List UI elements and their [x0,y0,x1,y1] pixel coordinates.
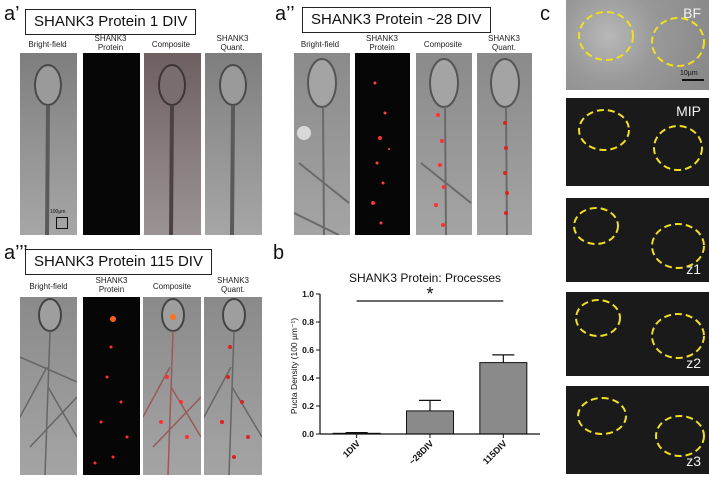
panel-a1-brightfield-image: 100µm [20,53,77,235]
composite-soma-drawing [158,64,186,235]
significance-star: * [426,284,433,304]
panel-a3-col-label-3: Composite [152,282,192,291]
panel-a2-brightfield-image [294,53,350,235]
panel-a2-composite-image [416,53,472,235]
chart-y-axis-label: Pucta Density (100 µm⁻¹) [289,318,299,414]
neuron-28div-drawing [294,58,350,235]
panel-a3-quant-image [204,297,262,475]
y-tick-label-3: 0.6 [302,345,314,355]
protein-puncta-115div [93,316,129,465]
y-tick-label-0: 0.0 [302,429,314,439]
panel-a2-col-label-2: SHANK3 Protein [365,34,398,52]
panel-a3-brightfield-image [20,297,77,475]
y-tick-label-2: 0.4 [302,373,314,383]
panel-a1-col-label-1: Bright-field [28,40,67,49]
panel-a1-protein-image [83,53,140,235]
panel-c-scale-label: 10µm [680,70,698,77]
panel-c-tag-z3: z3 [686,453,701,469]
bar-chart: SHANK3 Protein: Processes Pucta Density … [289,271,540,467]
panel-c-mip-image: MIP [566,98,709,186]
chart-title: SHANK3 Protein: Processes [349,271,501,285]
panel-a2-title: SHANK3 Protein ~28 DIV [302,7,491,33]
panel-c-z3-image: z3 [566,386,709,474]
bf-rois [578,11,705,81]
panel-a1-composite-image [144,53,201,235]
neuron-115div-drawing [20,298,77,475]
composite-115div-drawing [143,298,201,475]
quant-28div-drawing [490,58,520,235]
panel-a1-col-label-3: Composite [151,40,191,49]
panel-a2-col-label-3: Composite [423,40,463,49]
y-tick-label-1: 0.2 [302,401,314,411]
y-tick-label-4: 0.8 [302,317,314,327]
panel-a1-col-label-4: SHANK3 Quant. [216,34,249,52]
panel-a1-label: a’ [4,3,20,25]
panel-c-z1-image: z1 [566,198,709,282]
quant-115div-drawing [204,298,262,475]
quant-soma-drawing [219,64,247,235]
panel-a3-col-label-4: SHANK3 Quant. [216,276,249,294]
neuron-soma-drawing [34,64,62,235]
panel-a1-scale-label: 100µm [50,209,66,215]
z3-rois [577,397,705,457]
panel-c-tag-z1: z1 [686,261,701,277]
panel-a3-composite-image [143,297,201,475]
z2-rois [575,299,705,359]
panel-a1-quant-image [205,53,262,235]
panel-c-tag-mip: MIP [676,103,701,119]
panel-a1-col-label-2: SHANK3 Protein [94,34,127,52]
z1-rois [573,207,705,269]
panel-c-z2-image: z2 [566,292,709,376]
bar-115DIV [479,362,528,435]
y-tick-label-5: 1.0 [302,289,314,299]
panel-a3-col-label-1: Bright-field [29,282,68,291]
x-tick-label-1DIV: 1DIV [341,438,362,459]
bar-~28DIV [406,410,454,435]
panel-a2-col-label-1: Bright-field [300,40,340,49]
composite-28div-drawing [420,58,472,235]
protein-puncta-28div [371,81,390,225]
x-tick-label-115DIV: 115DIV [481,438,509,466]
panel-a3-title: SHANK3 Protein 115 DIV [25,249,212,275]
panel-a3-label: a’’’ [4,242,28,264]
panel-c-label: c [540,3,550,25]
panel-a2-col-label-4: SHANK3 Quant. [487,34,520,52]
panel-a1-title: SHANK3 Protein 1 DIV [25,9,197,35]
scale-box [56,217,68,229]
panel-b-label: b [273,242,285,264]
panel-c-tag-z2: z2 [686,355,701,371]
panel-a2-protein-image [355,53,410,235]
panel-a2-label: a’’ [275,3,295,25]
panel-a3-protein-image [83,297,140,475]
panel-a2-quant-image [477,53,532,235]
x-tick-label-~28DIV: ~28DIV [407,438,435,466]
panel-a3-col-label-2: SHANK3 Protein [95,276,128,294]
mip-rois [578,109,703,171]
panel-c-bf-image: BF 10µm [566,0,709,90]
panel-c-tag-bf: BF [683,5,701,21]
